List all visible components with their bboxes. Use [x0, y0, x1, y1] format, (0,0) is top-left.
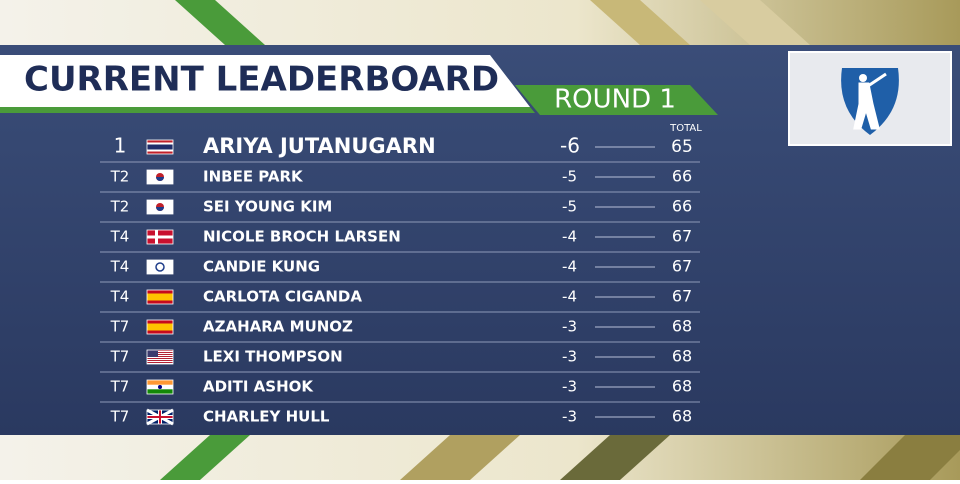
flag [146, 349, 174, 365]
total: 68 [672, 317, 692, 336]
flag [146, 259, 174, 275]
player-name: CARLOTA CIGANDA [203, 288, 362, 306]
flag [146, 319, 174, 335]
player-name: NICOLE BROCH LARSEN [203, 228, 401, 246]
flag-part [147, 235, 173, 239]
player-name: INBEE PARK [203, 168, 304, 186]
flag-part [147, 358, 173, 359]
total: 66 [672, 197, 692, 216]
total: 67 [672, 227, 692, 246]
flag-part [147, 140, 173, 143]
flag [146, 289, 174, 305]
flag-part [146, 349, 174, 365]
total: 65 [671, 137, 693, 157]
position: 1 [114, 134, 127, 158]
flag-part [158, 385, 162, 389]
flag [146, 169, 174, 185]
title: CURRENT LEADERBOARD [24, 60, 499, 100]
score: -4 [562, 288, 577, 306]
flag-part [147, 416, 173, 418]
title-banner [0, 55, 530, 107]
flag-part [146, 379, 174, 395]
score: -3 [562, 378, 577, 396]
player-name: CHARLEY HULL [203, 408, 330, 426]
flag-part [147, 354, 173, 355]
round-tab [515, 85, 718, 115]
flag-part [147, 260, 173, 274]
total: 68 [672, 377, 692, 396]
flag-part [147, 323, 173, 331]
position: T2 [110, 168, 130, 186]
position: T7 [110, 318, 130, 336]
total: 68 [672, 407, 692, 426]
score: -5 [562, 198, 577, 216]
flag-part [147, 144, 173, 150]
player-name: LEXI THOMPSON [203, 348, 343, 366]
flag-part [146, 139, 174, 155]
flag-part [147, 360, 173, 361]
logo-box [788, 51, 952, 146]
total-header: TOTAL [669, 123, 702, 134]
background-stripes [160, 0, 960, 480]
score: -3 [562, 408, 577, 426]
score: -6 [560, 134, 580, 158]
player-name: ARIYA JUTANUGARN [203, 134, 436, 158]
score: -3 [562, 318, 577, 336]
flag [146, 408, 174, 426]
player-name: SEI YOUNG KIM [203, 198, 332, 216]
score: -4 [562, 228, 577, 246]
flag-part [146, 409, 174, 425]
player-name: CANDIE KUNG [203, 258, 320, 276]
total: 68 [672, 347, 692, 366]
flag [146, 229, 174, 245]
flag-part [147, 350, 158, 357]
flag-part [147, 293, 173, 301]
position: T4 [110, 228, 130, 246]
total: 66 [672, 167, 692, 186]
flag-part [147, 352, 173, 353]
player-name: AZAHARA MUNOZ [203, 318, 353, 336]
flag-part [146, 289, 174, 305]
flag [146, 139, 174, 155]
score: -4 [562, 258, 577, 276]
flag-part [155, 262, 165, 272]
round-label: ROUND 1 [554, 85, 676, 115]
rows: 1 ARIYA JUTANUGARN -6 65 T2 INBEE PARK -5 66 T2 S… [100, 134, 700, 426]
score: -3 [562, 348, 577, 366]
total: 67 [672, 287, 692, 306]
position: T7 [110, 348, 130, 366]
flag-part [147, 380, 173, 385]
flag-part [146, 229, 174, 245]
flag-part [147, 356, 173, 357]
position: T2 [110, 198, 130, 216]
position: T4 [110, 258, 130, 276]
total: 67 [672, 257, 692, 276]
position: T7 [110, 408, 130, 426]
flag-part [147, 362, 173, 363]
flag-part [146, 259, 174, 275]
flag-part [147, 389, 173, 394]
flag [146, 379, 174, 395]
player-name: ADITI ASHOK [203, 378, 314, 396]
position: T7 [110, 378, 130, 396]
flag-part [156, 177, 164, 181]
flag-part [147, 350, 173, 351]
flag-part [146, 169, 174, 185]
flag [146, 199, 174, 215]
flag-part [147, 151, 173, 154]
position: T4 [110, 288, 130, 306]
score: -5 [562, 168, 577, 186]
flag-part [156, 207, 164, 211]
flag-part [146, 319, 174, 335]
title-stripe [0, 107, 535, 113]
flag-part [146, 199, 174, 215]
